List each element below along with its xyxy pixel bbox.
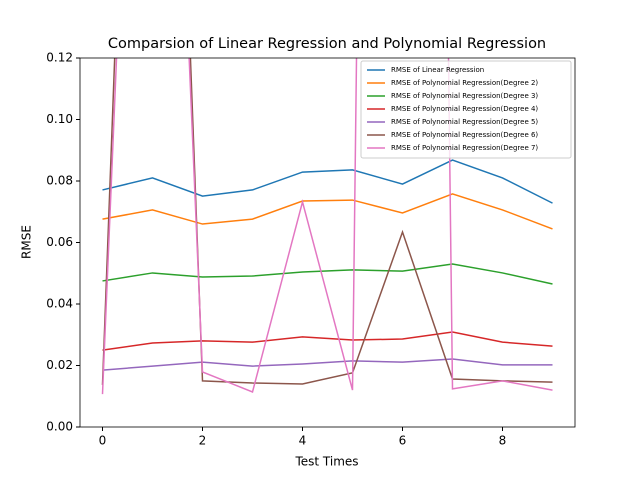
x-tick-label: 0	[99, 434, 107, 448]
y-axis-label: RMSE	[20, 225, 34, 259]
y-tick-label: 0.00	[46, 420, 73, 434]
legend-label: RMSE of Polynomial Regression(Degree 3)	[391, 92, 538, 100]
legend-label: RMSE of Polynomial Regression(Degree 4)	[391, 105, 538, 113]
line	[102, 263, 553, 285]
line	[102, 193, 553, 230]
legend-label: RMSE of Polynomial Regression(Degree 2)	[391, 79, 538, 87]
y-tick-label: 0.04	[46, 297, 73, 311]
x-tick-label: 8	[499, 434, 507, 448]
x-tick-label: 4	[299, 434, 307, 448]
y-tick-label: 0.12	[46, 51, 73, 65]
line	[102, 331, 553, 351]
x-tick-label: 2	[199, 434, 207, 448]
y-tick-label: 0.10	[46, 112, 73, 126]
line	[102, 358, 553, 371]
legend-label: RMSE of Polynomial Regression(Degree 5)	[391, 118, 538, 126]
plot-area	[101, 58, 553, 395]
legend-label: RMSE of Polynomial Regression(Degree 6)	[391, 131, 538, 139]
x-axis-label: Test Times	[294, 455, 358, 469]
y-tick-label: 0.02	[46, 358, 73, 372]
chart-title: Comparsion of Linear Regression and Poly…	[108, 36, 546, 52]
line	[101, 58, 553, 385]
y-tick-label: 0.08	[46, 174, 73, 188]
x-tick-label: 6	[399, 434, 407, 448]
legend-label: RMSE of Linear Regression	[391, 66, 484, 74]
y-tick-label: 0.06	[46, 235, 73, 249]
legend-box	[360, 60, 572, 159]
line	[101, 58, 553, 395]
line	[102, 159, 553, 204]
legend-label: RMSE of Polynomial Regression(Degree 7)	[391, 144, 538, 152]
